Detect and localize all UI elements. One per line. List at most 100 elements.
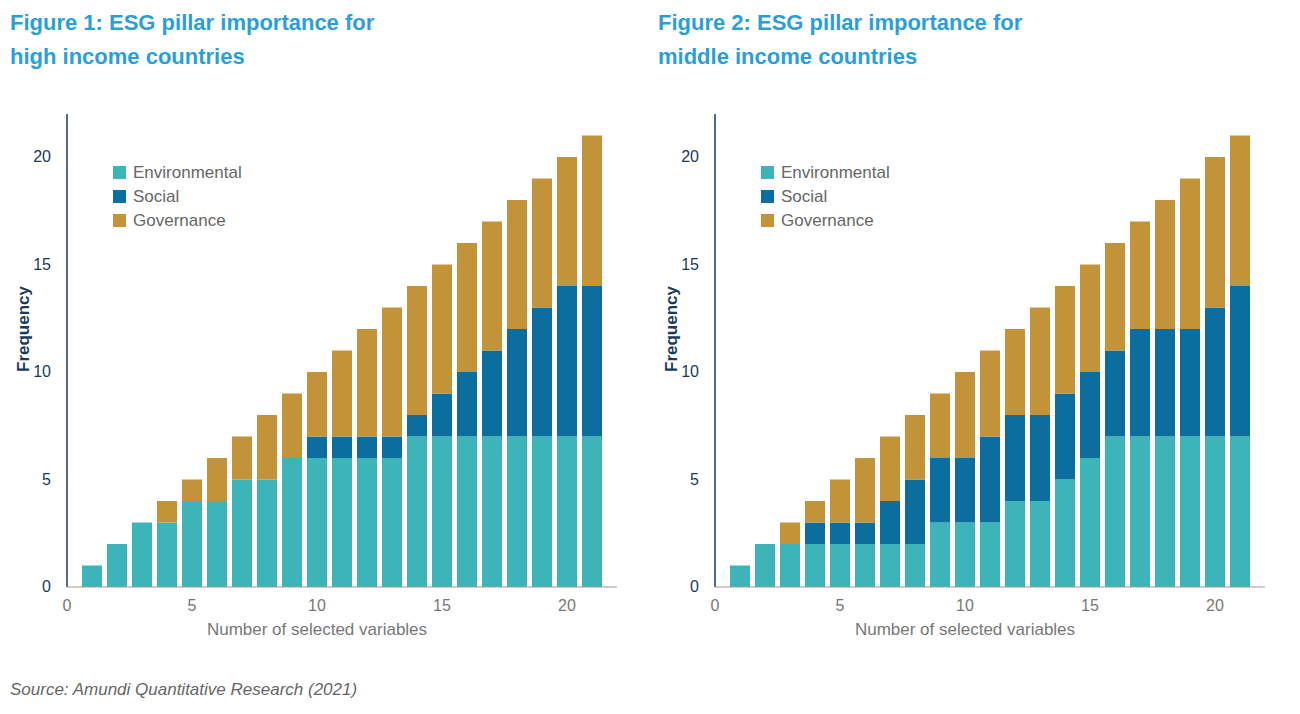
chart-panel: 0510152005101520Number of selected varia… [648, 0, 1298, 660]
bar-segment [557, 437, 577, 588]
bar-segment [507, 200, 527, 329]
bar-segment [955, 523, 975, 588]
y-tick-label: 10 [681, 363, 699, 380]
bar-segment [1080, 265, 1100, 373]
chart-title: Figure 1: ESG pillar importance for high… [10, 6, 420, 74]
bar-segment [780, 523, 800, 545]
bar-segment [905, 544, 925, 587]
bar-segment [880, 501, 900, 544]
y-tick-label: 0 [690, 578, 699, 595]
bar-segment [930, 458, 950, 523]
bar-segment [880, 544, 900, 587]
bar-segment [1130, 329, 1150, 437]
bar-segment [232, 437, 252, 480]
bar-segment [980, 351, 1000, 437]
bar-segment [855, 523, 875, 545]
bar-segment [157, 523, 177, 588]
x-axis [715, 587, 1265, 588]
bar-segment [482, 437, 502, 588]
bar-segment [1105, 351, 1125, 437]
chart-panel: 0510152005101520Number of selected varia… [0, 0, 650, 660]
bar-segment [1155, 437, 1175, 588]
bar-segment [207, 458, 227, 501]
bar-segment [1105, 437, 1125, 588]
source-note: Source: Amundi Quantitative Research (20… [10, 680, 357, 700]
bar-segment [82, 565, 102, 566]
bar-segment [182, 480, 202, 502]
x-tick-label: 5 [836, 597, 845, 614]
bar-segment [1155, 329, 1175, 437]
bar-segment [457, 437, 477, 588]
bar-segment [557, 286, 577, 437]
bar-segment [830, 480, 850, 523]
bar-segment [107, 544, 127, 545]
y-tick-label: 10 [33, 363, 51, 380]
y-tick-label: 15 [681, 256, 699, 273]
bar-segment [980, 523, 1000, 588]
bar-segment [182, 501, 202, 587]
bar-segment [1230, 437, 1250, 588]
bar-segment [855, 458, 875, 523]
bar-segment [282, 458, 302, 587]
bar-segment [830, 523, 850, 545]
legend-swatch [113, 166, 126, 179]
bar-segment [1130, 437, 1150, 588]
legend-swatch [113, 214, 126, 227]
y-tick-label: 15 [33, 256, 51, 273]
bar-segment [955, 372, 975, 458]
bar-segment [1030, 501, 1050, 587]
bar-segment [830, 544, 850, 587]
bar-segment [730, 565, 750, 566]
y-tick-label: 5 [690, 471, 699, 488]
legend-swatch [761, 214, 774, 227]
bar-segment [457, 372, 477, 437]
bar-segment [107, 544, 127, 545]
bar-segment [1205, 437, 1225, 588]
bar-segment [357, 458, 377, 587]
y-tick-label: 5 [42, 471, 51, 488]
bar-segment [382, 437, 402, 459]
bar-segment [1055, 286, 1075, 394]
bar-segment [905, 415, 925, 480]
x-tick-label: 5 [188, 597, 197, 614]
bar-segment [232, 480, 252, 588]
bar-segment [382, 458, 402, 587]
legend-label: Environmental [781, 163, 890, 182]
bar-segment [730, 566, 750, 588]
bar-segment [332, 458, 352, 587]
x-tick-label: 15 [433, 597, 451, 614]
bar-segment [980, 437, 1000, 523]
bar-segment [257, 415, 277, 480]
legend-swatch [113, 190, 126, 203]
bar-segment [1005, 415, 1025, 501]
bar-segment [730, 565, 750, 566]
bar-segment [507, 329, 527, 437]
bar-segment [805, 544, 825, 587]
bar-segment [955, 458, 975, 523]
bar-segment [482, 351, 502, 437]
bar-segment [332, 351, 352, 437]
chart-title: Figure 2: ESG pillar importance for midd… [658, 6, 1068, 74]
bar-segment [307, 458, 327, 587]
bar-segment [930, 394, 950, 459]
x-tick-label: 20 [1206, 597, 1224, 614]
bar-segment [582, 286, 602, 437]
bars [82, 136, 602, 588]
bar-segment [482, 222, 502, 351]
x-axis-label: Number of selected variables [855, 620, 1075, 639]
legend: EnvironmentalSocialGovernance [113, 163, 242, 230]
legend-swatch [761, 190, 774, 203]
bar-segment [432, 265, 452, 394]
legend-swatch [761, 166, 774, 179]
y-tick-label: 20 [681, 148, 699, 165]
bar-segment [1105, 243, 1125, 351]
bar-segment [432, 437, 452, 588]
legend-label: Governance [133, 211, 226, 230]
bar-segment [82, 566, 102, 588]
bar-segment [755, 544, 775, 587]
bar-segment [1030, 415, 1050, 501]
legend-label: Social [133, 187, 179, 206]
bar-segment [507, 437, 527, 588]
bar-segment [282, 394, 302, 459]
bar-segment [207, 501, 227, 587]
